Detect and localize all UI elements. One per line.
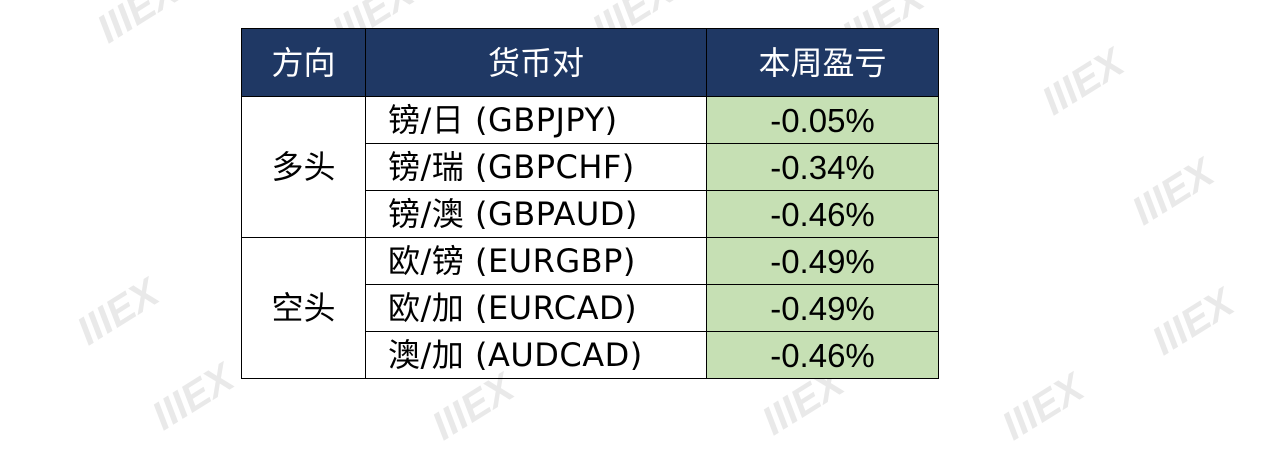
table-header-row: 方向 货币对 本周盈亏 (241, 28, 939, 97)
weekly-pnl-table: 方向 货币对 本周盈亏 多头 镑/日 (GBPJPY) -0.05% 镑/瑞 (… (241, 28, 939, 379)
table-row: 多头 镑/日 (GBPJPY) -0.05% (241, 96, 939, 238)
table-row: 欧/加 (EURCAD) -0.49% (242, 284, 939, 332)
pair-cell: 镑/日 (GBPJPY) (365, 96, 707, 144)
header-direction: 方向 (241, 28, 366, 97)
table-row: 镑/澳 (GBPAUD) -0.46% (242, 190, 939, 238)
pnl-cell: -0.34% (706, 143, 939, 191)
watermark-logo: IIIEX (994, 365, 1092, 449)
watermark-logo: IIIEX (1034, 40, 1132, 124)
watermark-logo: IIIEX (1124, 150, 1222, 234)
pair-cell: 澳/加 (AUDCAD) (365, 331, 707, 379)
pnl-cell: -0.49% (706, 237, 939, 285)
pair-cell: 欧/镑 (EURGBP) (365, 237, 707, 285)
direction-cell-short: 空头 (241, 237, 366, 379)
table-row: 空头 欧/镑 (EURGBP) -0.49% (241, 237, 939, 379)
direction-cell-long: 多头 (241, 96, 366, 238)
pnl-cell: -0.49% (706, 284, 939, 332)
table-row: 澳/加 (AUDCAD) -0.46% (242, 331, 939, 379)
pair-cell: 欧/加 (EURCAD) (365, 284, 707, 332)
pnl-cell: -0.46% (706, 190, 939, 238)
watermark-logo: IIIEX (89, 0, 187, 52)
watermark-logo: IIIEX (144, 355, 242, 439)
pnl-cell: -0.46% (706, 331, 939, 379)
header-pair: 货币对 (365, 28, 707, 97)
watermark-logo: IIIEX (69, 270, 167, 354)
pair-cell: 镑/澳 (GBPAUD) (365, 190, 707, 238)
pair-cell: 镑/瑞 (GBPCHF) (365, 143, 707, 191)
watermark-logo: IIIEX (1144, 280, 1242, 364)
header-pnl: 本周盈亏 (706, 28, 939, 97)
pnl-cell: -0.05% (706, 96, 939, 144)
